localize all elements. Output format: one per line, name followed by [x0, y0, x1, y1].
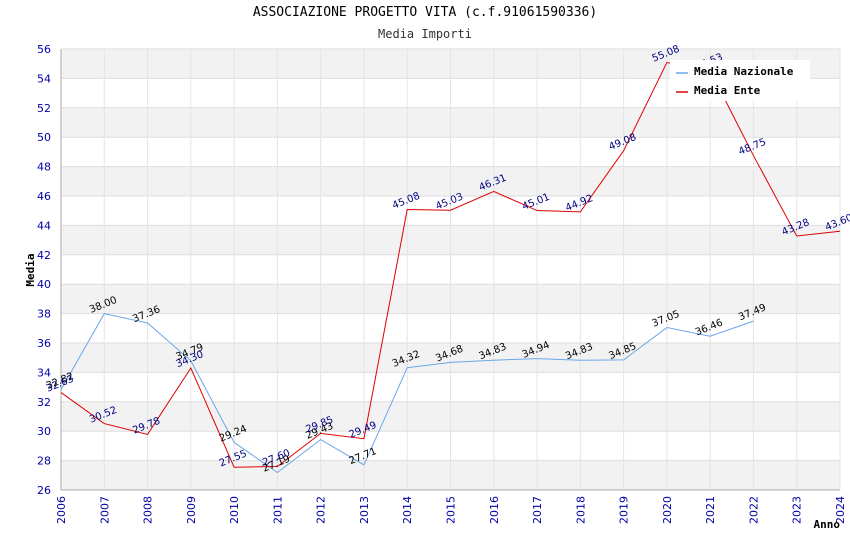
x-tick-label: 2013	[358, 496, 371, 524]
y-tick-label: 56	[37, 43, 51, 56]
y-tick-label: 34	[37, 366, 51, 379]
legend-label-ente: Media Ente	[694, 84, 761, 97]
x-tick-label: 2023	[791, 496, 804, 524]
y-axis-label: Media	[24, 253, 37, 286]
legend-background	[670, 60, 810, 101]
chart-subtitle: Media Importi	[378, 27, 472, 41]
x-tick-label: 2019	[618, 496, 631, 524]
y-tick-label: 30	[37, 425, 51, 438]
grid-lines	[60, 48, 841, 491]
x-tick-label: 2022	[747, 496, 760, 524]
y-tick-label: 46	[37, 190, 51, 203]
legend-label-nazionale: Media Nazionale	[694, 65, 794, 78]
chart-title: ASSOCIAZIONE PROGETTO VITA (c.f.91061590…	[252, 5, 598, 20]
x-tick-label: 2006	[55, 496, 68, 524]
data-label: 36.46	[694, 317, 725, 338]
x-tick-label: 2018	[574, 496, 587, 524]
y-tick-label: 38	[37, 308, 51, 321]
y-tick-label: 28	[37, 455, 51, 468]
x-tick-label: 2021	[704, 496, 717, 524]
y-tick-label: 52	[37, 102, 51, 115]
legend: Media Nazionale Media Ente	[670, 60, 810, 101]
x-tick-labels: 2006 2007 2008 2009 2010 2011 2012 2013 2014 2015…	[55, 496, 847, 524]
y-tick-label: 48	[37, 161, 51, 174]
x-tick-label: 2007	[98, 496, 111, 524]
series-line-nazionale	[60, 313, 754, 474]
x-tick-label: 2008	[142, 496, 155, 524]
y-tick-label: 42	[37, 249, 51, 262]
y-tick-label: 44	[37, 219, 51, 232]
x-tick-label: 2011	[271, 496, 284, 524]
y-tick-label: 36	[37, 337, 51, 350]
x-tick-label: 2024	[834, 496, 847, 524]
x-tick-label: 2020	[661, 496, 674, 524]
x-tick-label: 2017	[531, 496, 544, 524]
x-axis-label: Anno	[814, 518, 841, 531]
x-tick-label: 2016	[488, 496, 501, 524]
y-tick-label: 50	[37, 131, 51, 144]
y-tick-label: 54	[37, 72, 51, 85]
x-tick-label: 2015	[445, 496, 458, 524]
y-tick-label: 26	[37, 484, 51, 497]
y-tick-label: 32	[37, 396, 51, 409]
x-tick-label: 2010	[228, 496, 241, 524]
y-tick-labels: 26 28 30 32 34 36 38 40 42 44 46 48 50 52 54 56	[37, 43, 51, 497]
y-tick-label: 40	[37, 278, 51, 291]
axes	[60, 49, 840, 491]
x-tick-label: 2012	[315, 496, 328, 524]
x-tick-label: 2014	[401, 496, 414, 524]
x-tick-label: 2009	[185, 496, 198, 524]
